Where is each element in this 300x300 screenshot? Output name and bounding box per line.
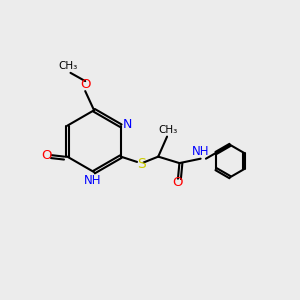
Text: CH₃: CH₃ [158, 125, 177, 135]
Text: O: O [173, 176, 183, 189]
Text: CH₃: CH₃ [58, 61, 78, 71]
Text: S: S [137, 157, 146, 171]
Text: O: O [41, 149, 51, 162]
Text: NH: NH [192, 145, 210, 158]
Text: N: N [123, 118, 132, 131]
Text: O: O [80, 78, 91, 91]
Text: NH: NH [84, 174, 101, 187]
